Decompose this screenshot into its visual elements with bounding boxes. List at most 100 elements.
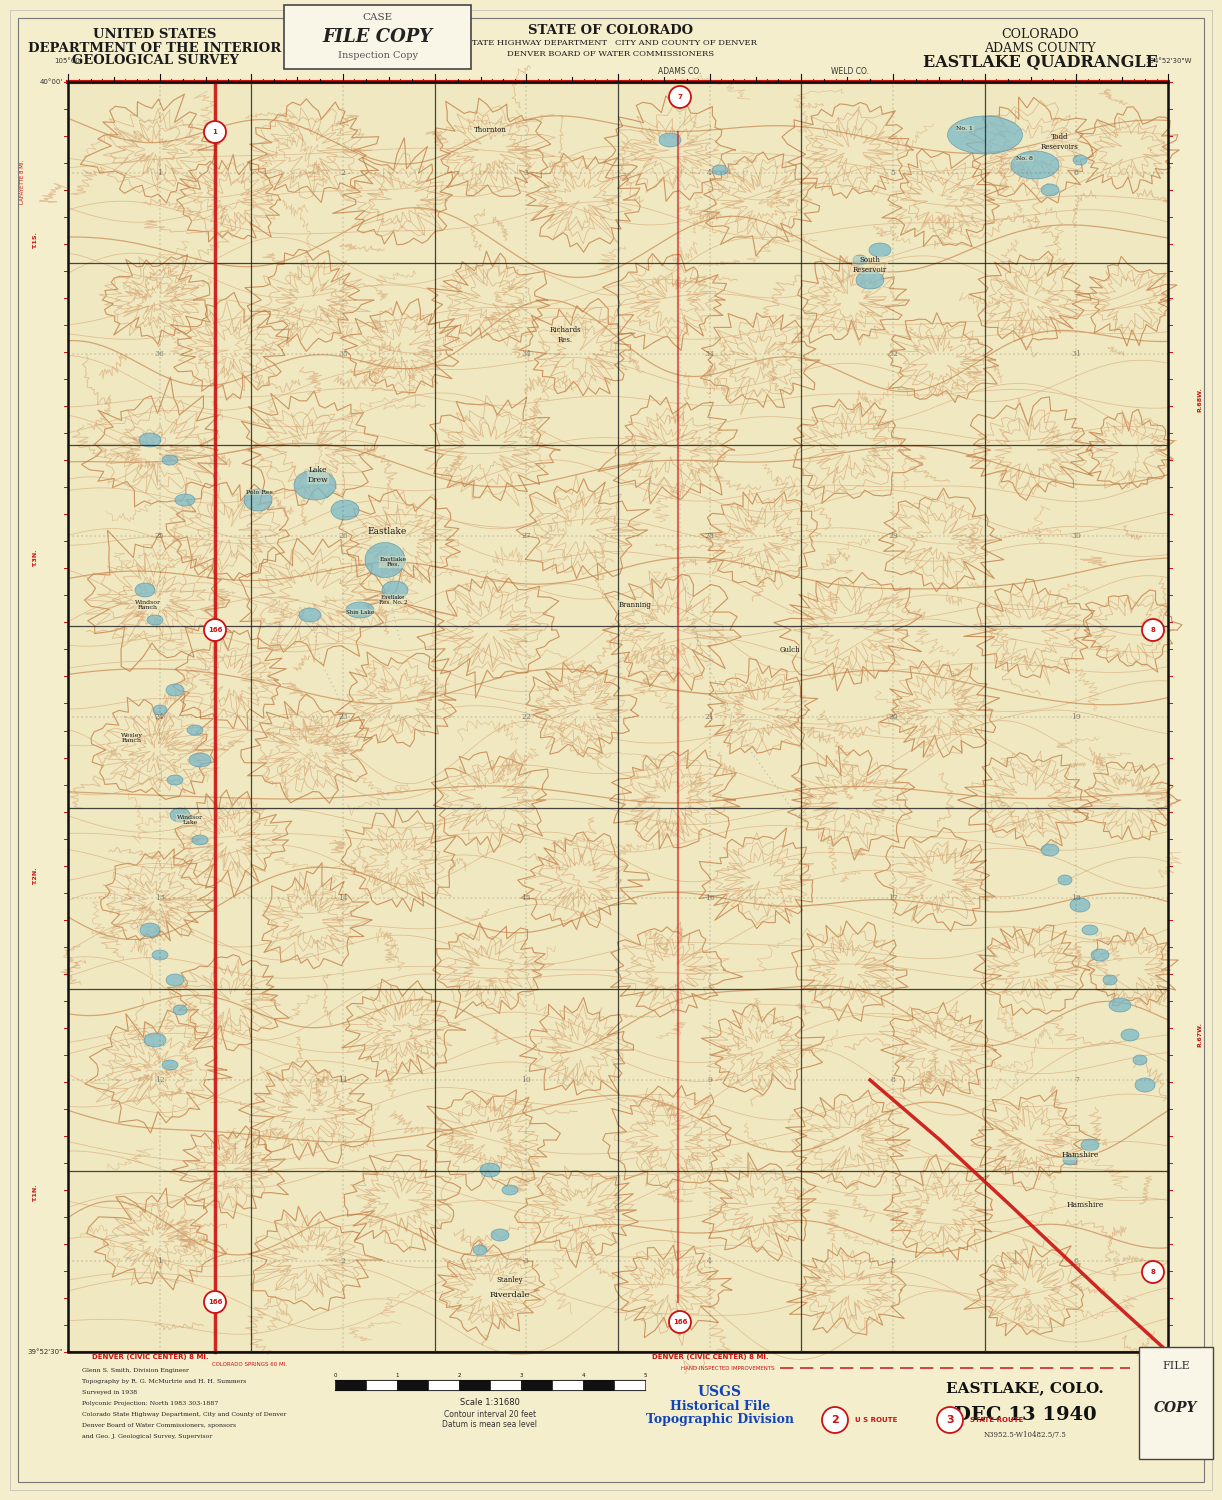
Text: ADAMS COUNTY: ADAMS COUNTY (984, 42, 1096, 54)
Ellipse shape (144, 1034, 166, 1047)
Text: USGS: USGS (698, 1384, 742, 1400)
Ellipse shape (659, 134, 681, 147)
Ellipse shape (346, 602, 374, 618)
Bar (459, 1380, 490, 1390)
Text: Branning: Branning (618, 602, 651, 609)
Ellipse shape (134, 584, 155, 597)
Circle shape (204, 620, 226, 640)
Ellipse shape (295, 470, 336, 500)
Bar (552, 1380, 583, 1390)
Ellipse shape (480, 1162, 500, 1178)
Ellipse shape (192, 836, 208, 844)
Text: Shin Lake: Shin Lake (346, 609, 374, 615)
Bar (367, 1380, 397, 1390)
Text: Stanley: Stanley (496, 1276, 523, 1284)
Text: U S ROUTE: U S ROUTE (855, 1418, 897, 1424)
Ellipse shape (1081, 926, 1099, 934)
Text: N3952.5-W10482.5/7.5: N3952.5-W10482.5/7.5 (984, 1431, 1067, 1438)
Text: 33: 33 (705, 350, 715, 358)
Text: and Geo. J. Geological Survey, Supervisor: and Geo. J. Geological Survey, Superviso… (82, 1434, 213, 1438)
Text: GEOLOGICAL SURVEY: GEOLOGICAL SURVEY (72, 54, 238, 68)
Bar (335, 1380, 367, 1390)
Bar (68, 82, 1168, 1352)
Ellipse shape (1058, 874, 1072, 885)
Ellipse shape (299, 608, 321, 622)
Ellipse shape (1091, 950, 1110, 962)
Ellipse shape (139, 433, 161, 447)
Text: 3: 3 (524, 168, 529, 177)
Text: 2: 2 (341, 1257, 346, 1266)
Text: Richards
Res.: Richards Res. (549, 327, 580, 344)
Text: Contour interval 20 feet
Datum is mean sea level: Contour interval 20 feet Datum is mean s… (442, 1410, 538, 1430)
Circle shape (937, 1407, 963, 1432)
FancyBboxPatch shape (1139, 1347, 1213, 1460)
Ellipse shape (147, 615, 163, 626)
Text: 36: 36 (155, 350, 165, 358)
Ellipse shape (1103, 975, 1117, 986)
Text: 17: 17 (888, 894, 898, 903)
Text: 0: 0 (334, 1372, 337, 1378)
Circle shape (668, 1311, 690, 1334)
Text: EASTLAKE QUADRANGLE: EASTLAKE QUADRANGLE (923, 54, 1157, 72)
Text: 20: 20 (888, 712, 898, 722)
Ellipse shape (189, 753, 211, 766)
Text: Thornton: Thornton (474, 126, 506, 134)
Ellipse shape (187, 724, 203, 735)
Text: 1: 1 (158, 1257, 163, 1266)
Ellipse shape (491, 1228, 510, 1240)
Ellipse shape (1070, 898, 1090, 912)
Text: 31: 31 (1072, 350, 1081, 358)
Ellipse shape (141, 922, 160, 938)
Text: 18: 18 (1072, 894, 1081, 903)
Text: 14: 14 (338, 894, 348, 903)
Text: Lake
Drew: Lake Drew (308, 466, 329, 483)
Ellipse shape (853, 255, 866, 266)
Text: Hamshire: Hamshire (1067, 1202, 1103, 1209)
Text: DENVER BOARD OF WATER COMMISSIONERS: DENVER BOARD OF WATER COMMISSIONERS (507, 50, 715, 58)
Text: Polo Res.: Polo Res. (246, 489, 275, 495)
Ellipse shape (473, 1245, 488, 1256)
Text: 10: 10 (522, 1076, 532, 1084)
Text: Eastlake
Res. No. 2: Eastlake Res. No. 2 (379, 594, 407, 606)
Ellipse shape (1063, 1155, 1077, 1166)
Text: Denver Board of Water Commissioners, sponsors: Denver Board of Water Commissioners, spo… (82, 1424, 236, 1428)
Ellipse shape (855, 272, 884, 290)
Text: 4: 4 (582, 1372, 585, 1378)
Text: Glenn S. Smith, Division Engineer: Glenn S. Smith, Division Engineer (82, 1368, 189, 1372)
Ellipse shape (382, 580, 408, 598)
Text: South
Reservoir: South Reservoir (853, 256, 887, 273)
Text: 3: 3 (946, 1414, 954, 1425)
Text: 166: 166 (673, 1318, 687, 1324)
Circle shape (668, 86, 690, 108)
Circle shape (204, 122, 226, 142)
Text: LAFAYETTE 8 MI.: LAFAYETTE 8 MI. (21, 160, 26, 204)
Text: 5: 5 (891, 1257, 896, 1266)
Bar (583, 1380, 613, 1390)
Text: 15: 15 (522, 894, 532, 903)
Ellipse shape (174, 1005, 187, 1016)
Ellipse shape (1073, 154, 1088, 165)
Text: COLORADO: COLORADO (1001, 28, 1079, 42)
Circle shape (822, 1407, 848, 1432)
Bar (613, 1380, 645, 1390)
Text: Riverdale: Riverdale (490, 1292, 530, 1299)
Text: Eastlake
Res.: Eastlake Res. (380, 556, 407, 567)
Text: Colorado State Highway Department, City and County of Denver: Colorado State Highway Department, City … (82, 1412, 286, 1418)
Text: 4: 4 (708, 1257, 712, 1266)
Text: 12: 12 (155, 1076, 165, 1084)
Text: Topographic Division: Topographic Division (646, 1413, 794, 1426)
Text: 26: 26 (338, 531, 348, 540)
Text: Inspection Copy: Inspection Copy (337, 51, 418, 60)
Ellipse shape (712, 165, 728, 176)
Text: 28: 28 (705, 531, 715, 540)
Text: T.1S.: T.1S. (33, 232, 39, 249)
Text: T.3N.: T.3N. (33, 549, 39, 567)
Text: DEC 13 1940: DEC 13 1940 (953, 1406, 1096, 1423)
Ellipse shape (153, 705, 167, 716)
Text: CASE: CASE (363, 13, 392, 22)
Ellipse shape (1110, 998, 1132, 1012)
Bar (428, 1380, 459, 1390)
Text: 2: 2 (831, 1414, 838, 1425)
Text: DEPARTMENT OF THE INTERIOR: DEPARTMENT OF THE INTERIOR (28, 42, 281, 54)
Text: 21: 21 (705, 712, 715, 722)
